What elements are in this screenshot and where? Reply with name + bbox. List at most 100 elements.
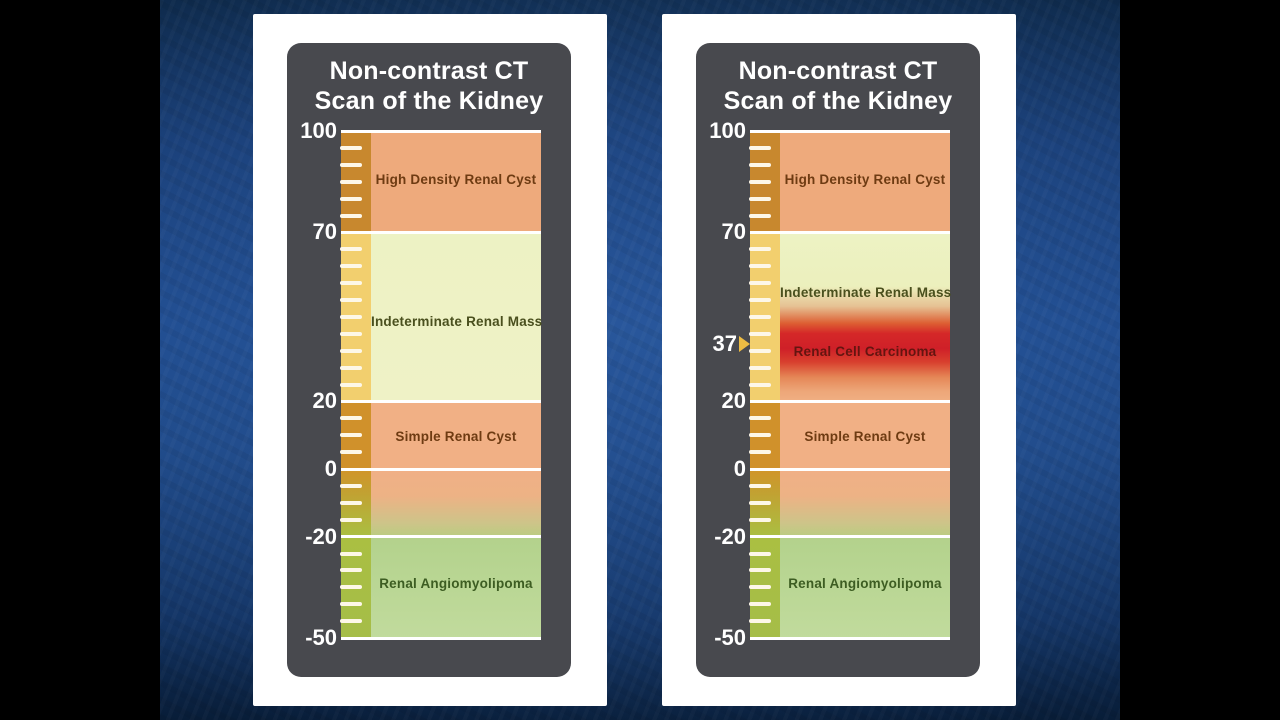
chart-title-line1: Non-contrast CT [738, 57, 938, 85]
minor-tick-15 [340, 416, 362, 421]
axis-label-20: 20 [312, 388, 337, 414]
letterbox-right [1120, 0, 1280, 720]
axis-label-100: 100 [709, 118, 746, 143]
minor-tick-80 [340, 196, 362, 201]
band-renal-angiomyolipoma [780, 536, 950, 638]
band-simple-renal-cyst [780, 401, 950, 469]
band-label-renal-angiomyolipoma: Renal Angiomyolipoma [379, 575, 533, 591]
minor-tick-90 [749, 162, 771, 167]
minor-tick-15 [749, 416, 771, 421]
hounsfield-scale-right: 100 70 20 0 -20 -50 High Density Renal Cyst Ind… [696, 43, 980, 677]
minor-tick--10 [749, 500, 771, 505]
major-gridline-70 [750, 230, 950, 234]
minor-tick-95 [340, 145, 362, 150]
axis-label--20: -20 [714, 523, 746, 549]
minor-tick-35 [749, 348, 771, 353]
band-indeterminate-renal-mass [371, 232, 541, 402]
major-gridline-100 [341, 129, 541, 133]
minor-tick--5 [340, 483, 362, 488]
chart-title-line2: Scan of the Kidney [723, 87, 953, 115]
minor-tick-60 [340, 264, 362, 269]
band-high-density-renal-cyst [780, 131, 950, 233]
axis-label--50: -50 [714, 625, 746, 650]
minor-tick-65 [749, 247, 771, 252]
minor-tick-10 [749, 433, 771, 438]
minor-tick-35 [340, 348, 362, 353]
minor-tick-65 [340, 247, 362, 252]
minor-tick-40 [749, 331, 771, 336]
minor-tick-55 [340, 281, 362, 286]
panel-right: Non-contrast CT Scan of the Kidney 100 70… [662, 14, 1016, 706]
minor-tick-55 [749, 281, 771, 286]
minor-tick-45 [340, 314, 362, 319]
major-gridline-20 [750, 399, 950, 403]
major-gridline-100 [750, 129, 950, 133]
minor-tick-80 [749, 196, 771, 201]
major-gridline-70 [341, 230, 541, 234]
major-gridline--20 [341, 535, 541, 539]
slide-background: Non-contrast CT Scan of the Kidney 100 70… [160, 0, 1120, 720]
minor-tick--25 [749, 551, 771, 556]
chart-title-line1: Non-contrast CT [329, 57, 529, 85]
minor-tick-60 [749, 264, 771, 269]
major-gridline--50 [341, 636, 541, 640]
band-label-indeterminate-renal-mass-with-carcinoma: Renal Cell Carcinoma [793, 344, 937, 360]
axis-label-70: 70 [721, 219, 746, 245]
axis-label-20: 20 [721, 388, 746, 414]
minor-tick-50 [340, 298, 362, 302]
axis-label-0: 0 [324, 456, 337, 481]
major-gridline--20 [750, 535, 950, 539]
minor-tick-30 [340, 365, 362, 370]
band-label-indeterminate-renal-mass: Indeterminate Renal Mass [371, 313, 543, 329]
band-label-renal-angiomyolipoma: Renal Angiomyolipoma [788, 575, 942, 591]
band-label-simple-renal-cyst: Simple Renal Cyst [395, 428, 517, 444]
marker-arrow-icon [739, 335, 750, 352]
axis-label-0: 0 [733, 456, 746, 481]
chart-frame-left: Non-contrast CT Scan of the Kidney 100 70… [287, 43, 571, 677]
band-transition-zone [780, 469, 950, 537]
marker-value-37: 37 [712, 330, 737, 356]
band-renal-angiomyolipoma [371, 536, 541, 638]
band-label-high-density-renal-cyst: High Density Renal Cyst [784, 172, 946, 187]
minor-tick-90 [340, 162, 362, 167]
minor-tick-5 [749, 450, 771, 455]
major-gridline--50 [750, 636, 950, 640]
minor-tick--25 [340, 551, 362, 556]
axis-label--50: -50 [305, 625, 337, 650]
minor-tick-85 [340, 179, 362, 184]
hounsfield-scale-left: 100 70 20 0 -20 -50 High Density Renal Cyst Ind… [287, 43, 571, 677]
minor-tick-75 [749, 213, 771, 218]
chart-title: Non-contrast CT Scan of the Kidney [696, 56, 980, 116]
minor-tick--5 [749, 483, 771, 488]
letterbox-left [0, 0, 160, 720]
band-transition-zone [371, 469, 541, 537]
chart-title-line2: Scan of the Kidney [314, 87, 544, 115]
minor-tick-95 [749, 145, 771, 150]
minor-tick--40 [340, 602, 362, 607]
minor-tick--35 [340, 585, 362, 590]
minor-tick--15 [749, 517, 771, 522]
band-high-density-renal-cyst [371, 131, 541, 233]
minor-tick-10 [340, 433, 362, 438]
minor-tick--45 [749, 619, 771, 624]
minor-tick--45 [340, 619, 362, 624]
minor-tick--15 [340, 517, 362, 522]
chart-frame-right: Non-contrast CT Scan of the Kidney 100 70… [696, 43, 980, 677]
minor-tick-5 [340, 450, 362, 455]
axis-label-70: 70 [312, 219, 337, 245]
minor-tick-25 [749, 382, 771, 387]
minor-tick--30 [340, 568, 362, 573]
band-label-simple-renal-cyst: Simple Renal Cyst [804, 428, 926, 444]
panel-left: Non-contrast CT Scan of the Kidney 100 70… [253, 14, 607, 706]
band-indeterminate-renal-mass-with-carcinoma [780, 232, 950, 402]
band-label-indeterminate-renal-mass-with-carcinoma: Indeterminate Renal Mass [780, 285, 952, 301]
minor-tick-30 [749, 365, 771, 370]
band-label-high-density-renal-cyst: High Density Renal Cyst [375, 172, 537, 187]
band-simple-renal-cyst [371, 401, 541, 469]
minor-tick-40 [340, 331, 362, 336]
chart-title: Non-contrast CT Scan of the Kidney [287, 56, 571, 116]
minor-tick--35 [749, 585, 771, 590]
minor-tick-85 [749, 179, 771, 184]
axis-label-100: 100 [300, 118, 337, 143]
minor-tick--30 [749, 568, 771, 573]
